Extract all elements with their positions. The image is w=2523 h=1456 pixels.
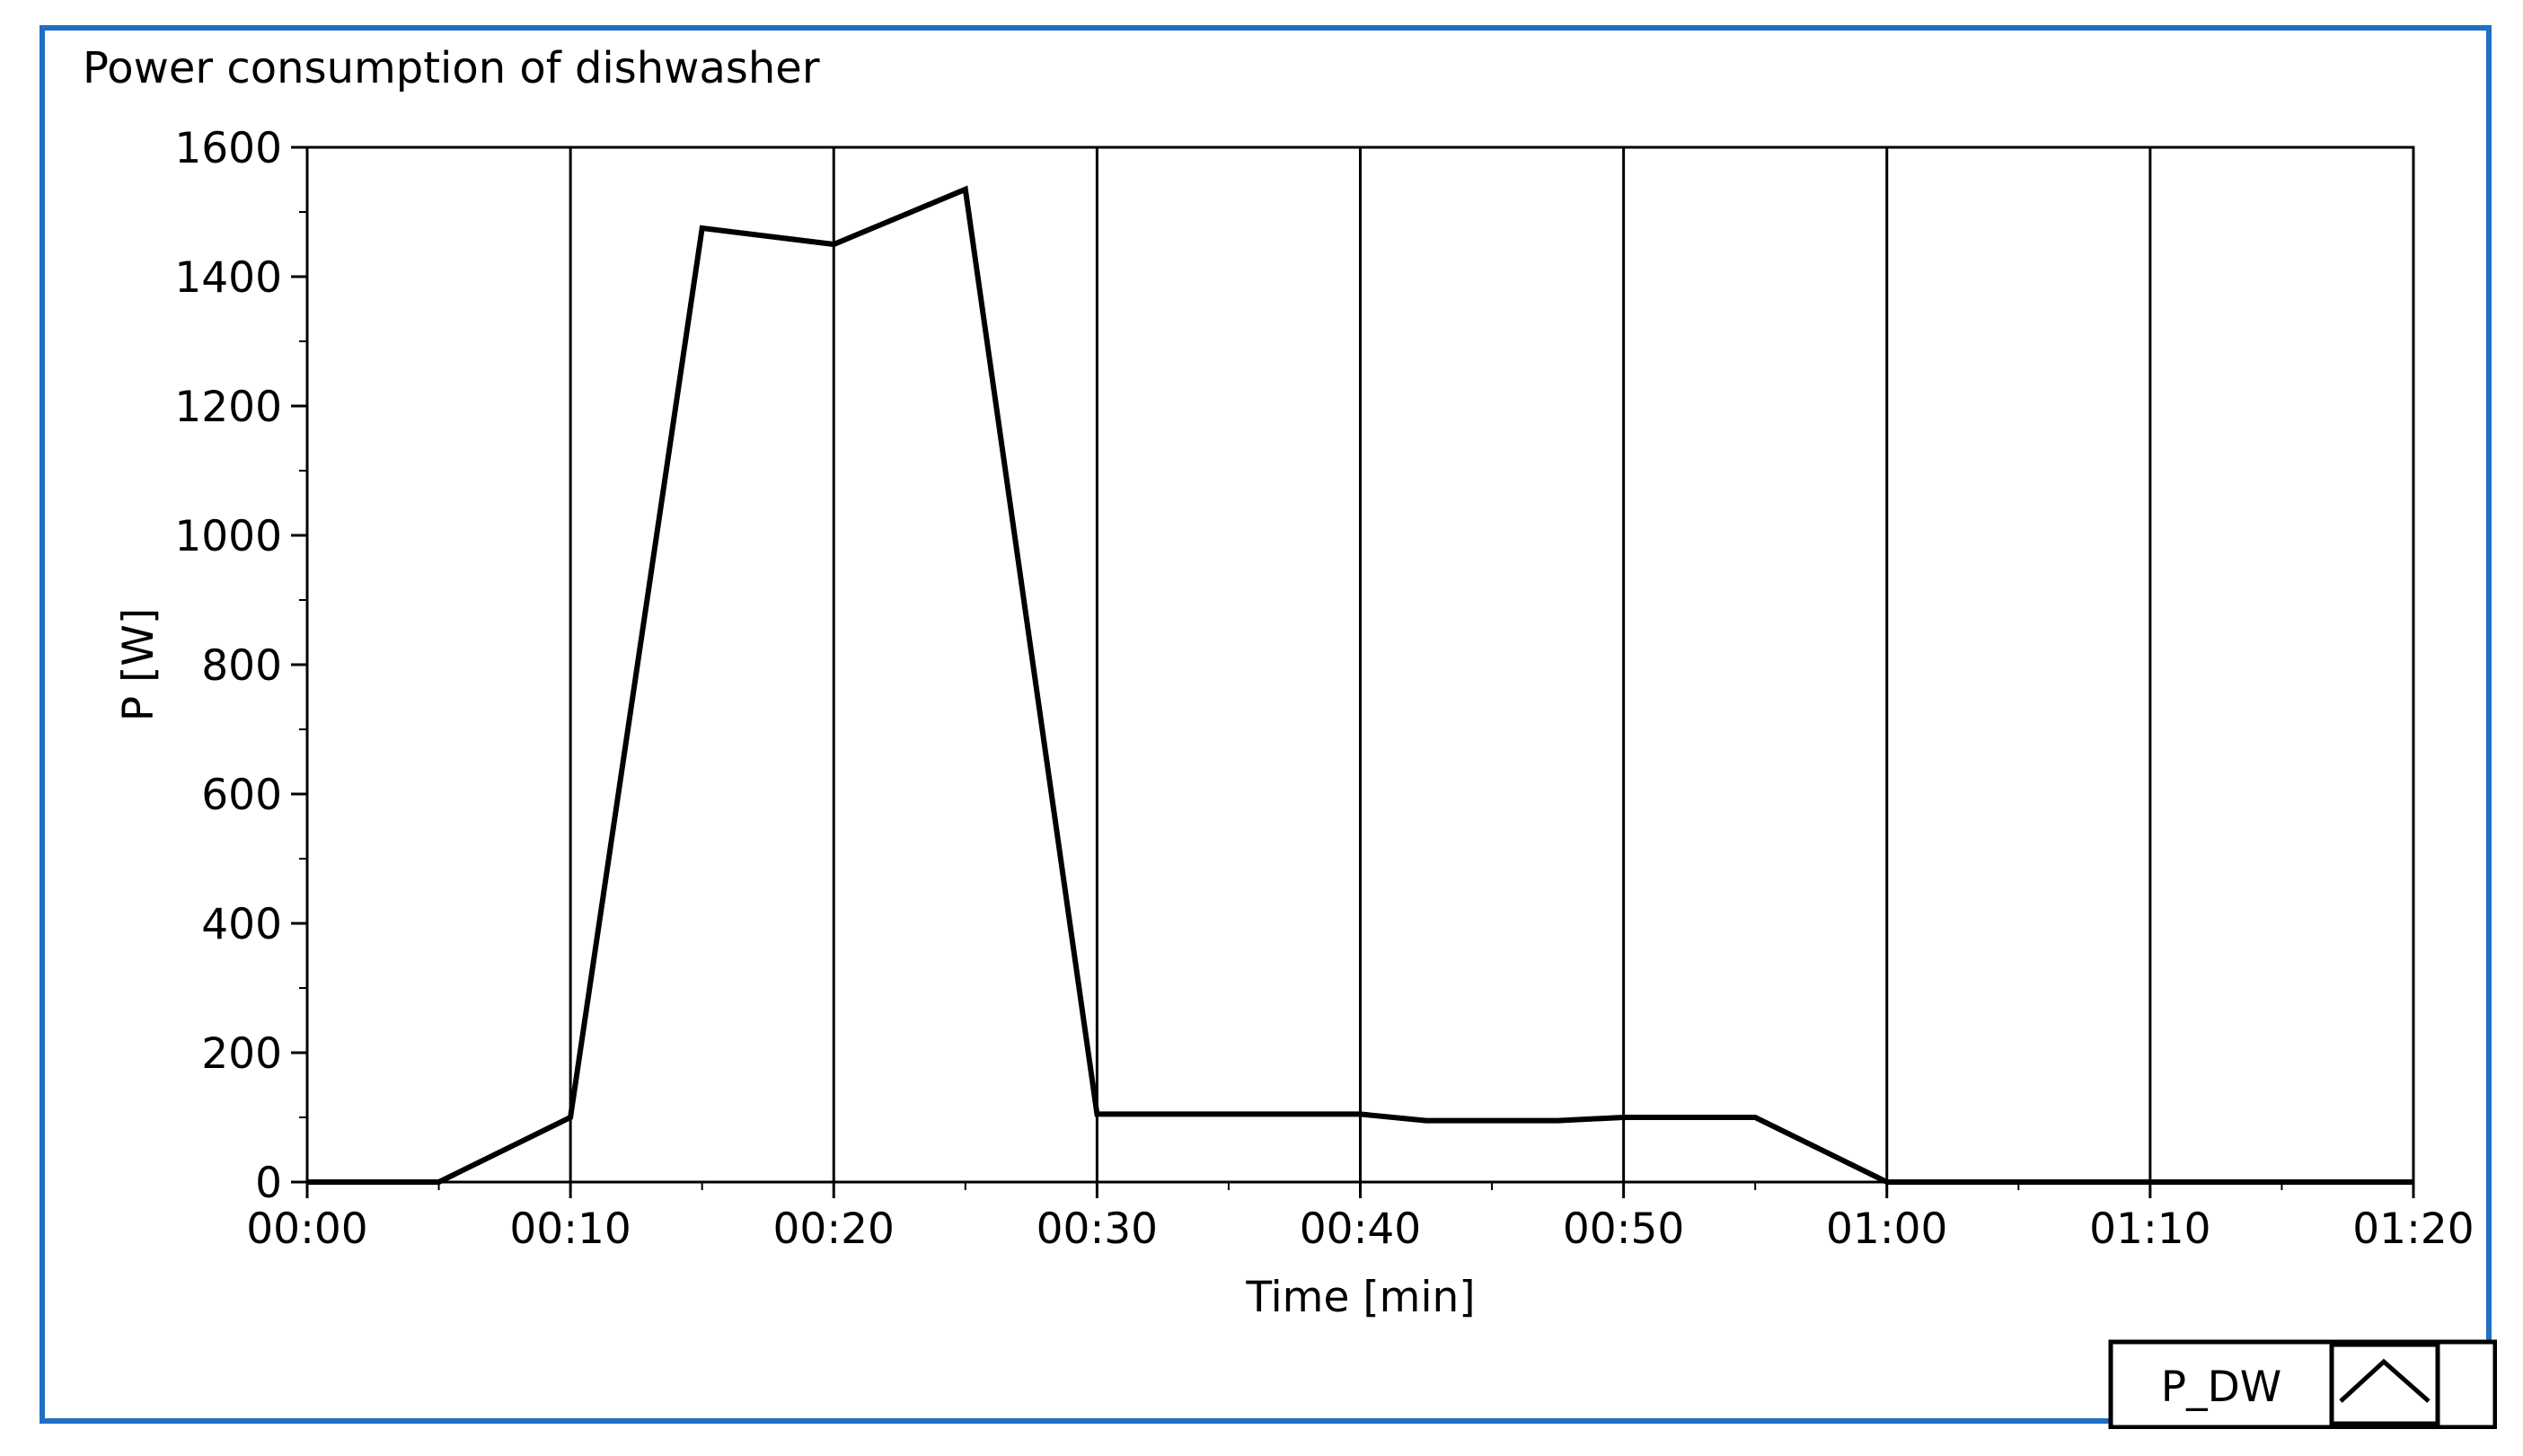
y-tick-label-5: 1000 (174, 512, 282, 561)
x-tick-label-2: 00:20 (773, 1205, 895, 1254)
y-tick-label-2: 400 (201, 900, 282, 949)
data-point (1754, 1116, 1756, 1118)
data-point (438, 1181, 440, 1183)
data-point (2149, 1181, 2151, 1183)
data-point (1425, 1120, 1427, 1122)
x-axis: 00:00 00:10 00:20 00:30 00:40 00:50 01:00 01:10… (246, 1182, 2474, 1254)
y-tick-label-7: 1400 (174, 253, 282, 303)
data-point (569, 1116, 571, 1118)
x-tick-label-0: 00:00 (246, 1205, 367, 1254)
y-axis: 0 200 400 600 800 1000 1200 1400 1600 (174, 124, 307, 1208)
data-point (701, 227, 703, 229)
y-tick-label-0: 0 (255, 1159, 282, 1208)
x-axis-title: Time [min] (1245, 1273, 1475, 1322)
chart-title: Power consumption of dishwasher (83, 43, 820, 93)
x-tick-label-7: 01:10 (2089, 1205, 2210, 1254)
legend-label: P_DW (2161, 1363, 2282, 1412)
line-sample-icon[interactable] (2329, 1342, 2440, 1426)
x-tick-label-6: 01:00 (1826, 1205, 1947, 1254)
chart-svg: Power consumption of dishwasher 0 200 400 6… (83, 43, 2497, 1429)
data-point (965, 189, 966, 190)
x-tick-label-1: 00:10 (509, 1205, 631, 1254)
data-point (1886, 1181, 1888, 1183)
y-tick-label-8: 1600 (174, 124, 282, 173)
x-tick-label-3: 00:30 (1037, 1205, 1158, 1254)
data-point (2413, 1181, 2414, 1183)
data-point (2280, 1181, 2282, 1183)
data-point (306, 1181, 308, 1183)
y-tick-label-6: 1200 (174, 383, 282, 432)
series-layer (306, 185, 2414, 1185)
x-tick-label-4: 00:40 (1300, 1205, 1421, 1254)
y-tick-label-3: 600 (201, 771, 282, 820)
gridlines (569, 147, 2152, 1182)
chart-panel: Power consumption of dishwasher 0 200 400 6… (40, 25, 2497, 1429)
y-axis-title: P [W] (114, 608, 163, 721)
x-tick-label-5: 00:50 (1563, 1205, 1684, 1254)
data-point (1557, 1120, 1558, 1122)
data-point (2017, 1181, 2019, 1183)
legend: P_DW (2108, 1339, 2497, 1429)
y-tick-label-4: 800 (201, 641, 282, 691)
y-tick-label-1: 200 (201, 1029, 282, 1079)
data-point (1360, 1113, 1361, 1115)
data-point (1623, 1116, 1625, 1118)
data-point (1096, 1113, 1098, 1115)
x-tick-label-8: 01:20 (2352, 1205, 2474, 1254)
